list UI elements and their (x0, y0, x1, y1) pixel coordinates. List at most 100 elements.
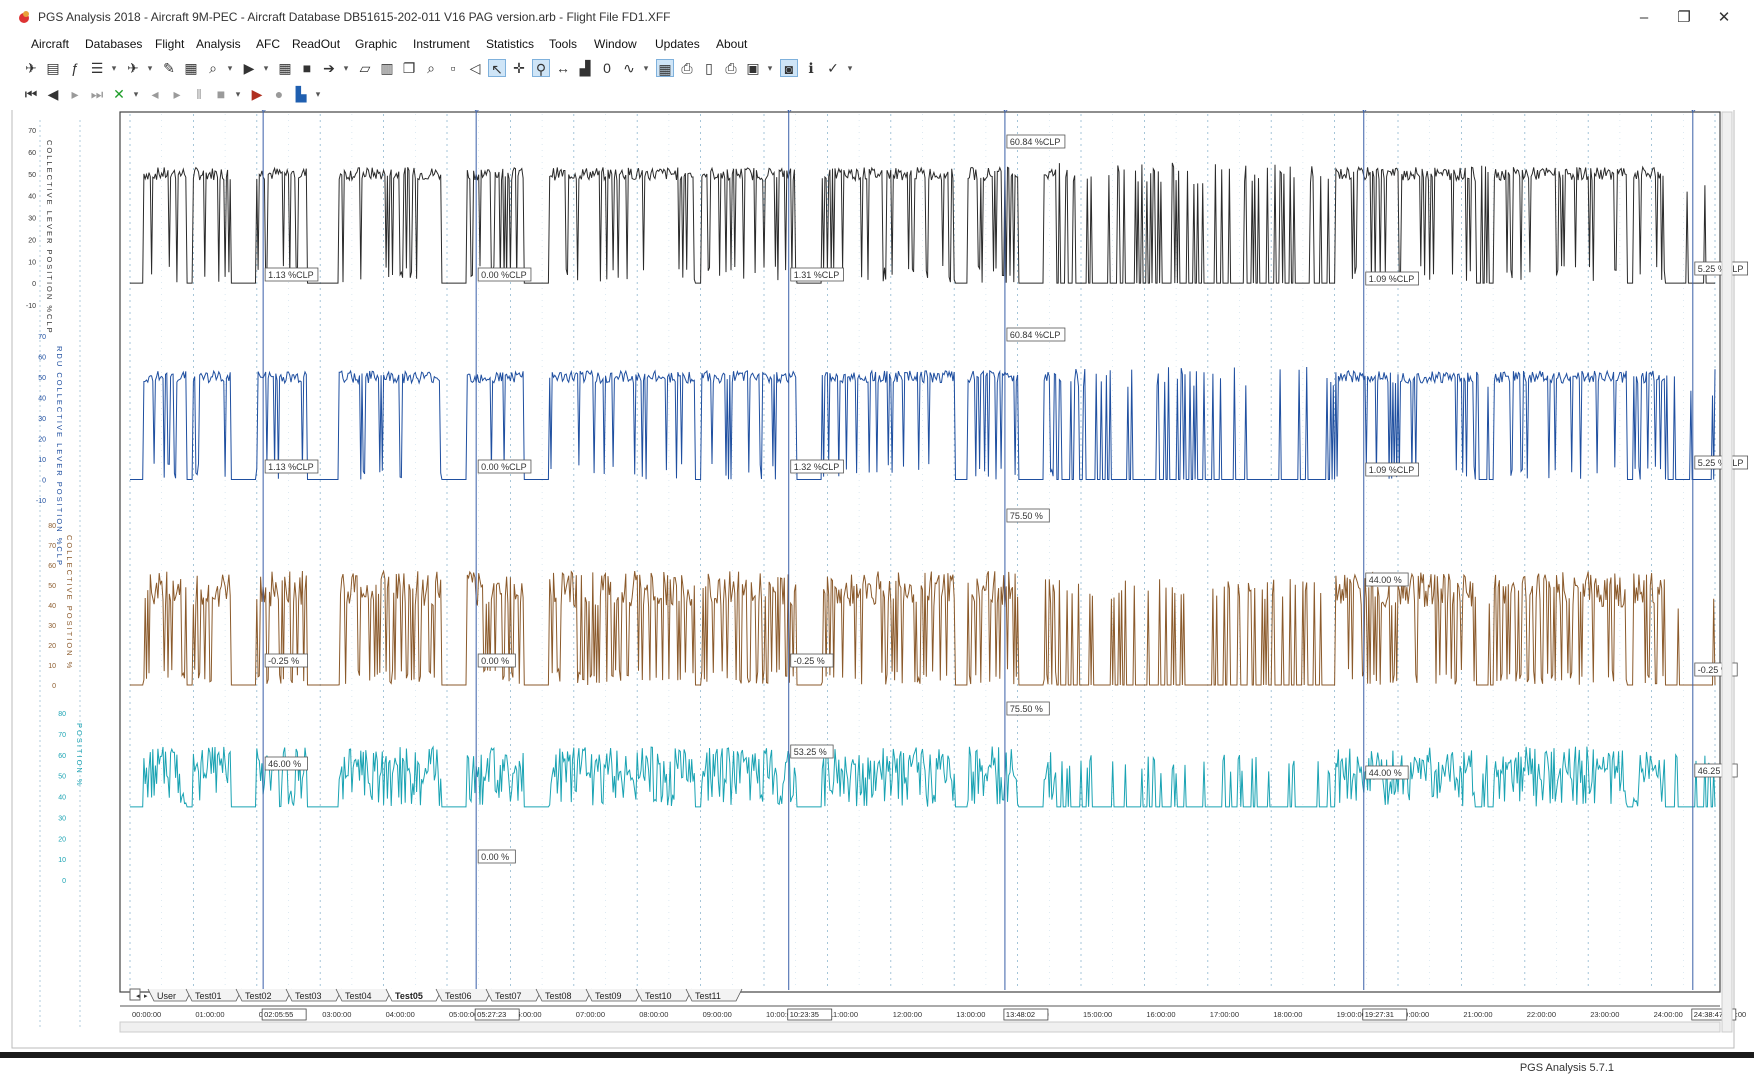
close-button[interactable]: ✕ (1717, 9, 1731, 26)
tab-label[interactable]: Test03 (295, 991, 322, 1001)
dropdown-icon[interactable]: ▾ (263, 63, 269, 73)
report-icon[interactable]: ▦ (184, 60, 198, 76)
trace-line-1 (130, 162, 1715, 284)
tab-label[interactable]: Test06 (445, 991, 472, 1001)
tab-label[interactable]: Test08 (545, 991, 572, 1001)
tab-label[interactable]: Test09 (595, 991, 622, 1001)
menu-graphic[interactable]: Graphic (355, 37, 398, 51)
speaker-icon[interactable]: ◁ (469, 60, 481, 76)
play-icon[interactable]: ▶ (251, 86, 263, 102)
menu-updates[interactable]: Updates (655, 37, 700, 51)
digit-icon[interactable]: 0 (603, 60, 611, 76)
menu-analysis[interactable]: Analysis (196, 37, 241, 51)
vertical-scrollbar[interactable] (1721, 111, 1733, 1033)
horizontal-scrollbar[interactable] (119, 1021, 1721, 1033)
tab-test11[interactable] (685, 988, 743, 1002)
spreadsheet-icon[interactable]: ▥ (380, 60, 394, 76)
list-icon[interactable]: ☰ (90, 60, 104, 76)
tab-label[interactable]: Test02 (245, 991, 272, 1001)
tab-menu-icon[interactable] (129, 988, 141, 1001)
cursor-handle-icon[interactable]: ⇩ (1361, 110, 1369, 114)
measure-icon[interactable]: ↔ (556, 60, 570, 76)
aircraft-icon[interactable]: ✈ (25, 60, 37, 76)
trace-line-4 (130, 745, 1716, 808)
dropdown-icon[interactable]: ▾ (133, 89, 139, 99)
video-icon[interactable]: ■ (302, 60, 312, 76)
dropdown-icon[interactable]: ▾ (847, 63, 853, 73)
menu-databases[interactable]: Databases (85, 37, 143, 51)
open-folder-icon[interactable]: ▱ (359, 60, 371, 76)
menu-aircraft[interactable]: Aircraft (31, 37, 70, 51)
camera-icon[interactable]: ◙ (780, 59, 798, 77)
menu-flight[interactable]: Flight (155, 37, 185, 51)
cursor-handle-icon[interactable]: ⇩ (473, 110, 481, 114)
tab-label[interactable]: Test05 (395, 991, 423, 1001)
database-icon[interactable]: ▤ (46, 60, 60, 76)
dropdown-icon[interactable]: ▾ (343, 63, 349, 73)
first-icon[interactable]: ⏮ (24, 86, 38, 102)
cursor-icon[interactable]: ↖ (488, 59, 506, 77)
crosshair-icon[interactable]: ✛ (513, 60, 525, 76)
next-icon[interactable]: ▸ (71, 86, 79, 102)
binoculars-icon[interactable]: ⌕ (427, 60, 435, 76)
cursor-handle-icon[interactable]: ⇩ (1002, 110, 1010, 114)
dropdown-icon[interactable]: ▾ (315, 89, 321, 99)
disabled-icon[interactable]: ▫ (450, 60, 456, 76)
curve-icon[interactable]: ∿ (623, 60, 635, 76)
menu-afc[interactable]: AFC (256, 37, 280, 51)
dropdown-icon[interactable]: ▾ (111, 63, 117, 73)
delete-icon[interactable]: ✕ (113, 86, 125, 102)
zoom-icon[interactable]: ⚲ (532, 59, 550, 77)
step-back-icon[interactable]: ◂ (151, 86, 159, 102)
menu-readout[interactable]: ReadOut (292, 37, 341, 51)
restore-button[interactable]: ❐ (1677, 9, 1691, 26)
preview-icon[interactable]: ▯ (705, 60, 713, 76)
menu-tools[interactable]: Tools (549, 37, 578, 51)
menu-window[interactable]: Window (594, 37, 637, 51)
dropdown-icon[interactable]: ▾ (767, 63, 773, 73)
tab-scroll-right-icon[interactable]: ▸ (144, 993, 148, 1000)
tab-label[interactable]: Test10 (645, 991, 672, 1001)
cursor-handle-icon[interactable]: ⇩ (1690, 110, 1698, 114)
dropdown-icon[interactable]: ▾ (235, 89, 241, 99)
grid-icon[interactable]: ▦ (278, 60, 292, 76)
cursor-handle-icon[interactable]: ⇩ (786, 110, 794, 114)
last-icon[interactable]: ⏭ (90, 86, 104, 102)
formula-icon[interactable]: ƒ (71, 60, 79, 76)
stop-icon[interactable]: ■ (216, 86, 226, 102)
pause-icon[interactable]: ‖ (196, 86, 202, 102)
menu-about[interactable]: About (716, 37, 748, 51)
tab-label[interactable]: Test11 (695, 991, 721, 1001)
dropdown-icon[interactable]: ▾ (147, 63, 153, 73)
menu-statistics[interactable]: Statistics (486, 37, 535, 51)
flight-icon[interactable]: ✈ (127, 60, 139, 76)
bar-icon[interactable]: ▟ (579, 60, 591, 76)
check-icon[interactable]: ✓ (827, 60, 839, 76)
marker-icon[interactable]: ▶ (243, 60, 255, 76)
dropdown-icon[interactable]: ▾ (643, 63, 649, 73)
axis-tick-label: 60 (58, 753, 66, 760)
pen-icon[interactable]: ✎ (163, 60, 175, 76)
print-setup-icon[interactable]: ⎙ (725, 60, 737, 76)
info-icon[interactable]: ℹ (808, 60, 814, 76)
dropdown-icon[interactable]: ▾ (227, 63, 233, 73)
tab-scroll-left-icon[interactable]: ◂ (136, 993, 140, 1000)
step-forward-icon[interactable]: ▸ (173, 86, 181, 102)
tab-label[interactable]: Test01 (195, 991, 222, 1001)
menu-instrument[interactable]: Instrument (413, 37, 470, 51)
print-icon[interactable]: ⎙ (681, 60, 693, 76)
tab-label[interactable]: User (157, 991, 176, 1001)
arrow-icon[interactable]: ➔ (323, 60, 335, 76)
cursor-handle-icon[interactable]: ⇩ (260, 110, 268, 114)
grid-toggle-icon[interactable]: ▦ (656, 59, 674, 77)
record-icon[interactable]: ● (274, 86, 284, 102)
copy-icon[interactable]: ❐ (402, 60, 416, 76)
previous-icon[interactable]: ◀ (47, 86, 59, 102)
minimize-button[interactable]: – (1639, 9, 1649, 26)
flight-data-chart[interactable]: 70 60 50 40 30 20 10 0 -10 COLLECTIVE LEVER POSIT… (0, 110, 1754, 1052)
layout-icon[interactable]: ▣ (746, 60, 760, 76)
tab-label[interactable]: Test07 (495, 991, 522, 1001)
magnifier-doc-icon[interactable]: ⌕ (209, 60, 217, 76)
tab-label[interactable]: Test04 (345, 991, 372, 1001)
chart-type-icon[interactable]: ▙ (295, 86, 307, 102)
